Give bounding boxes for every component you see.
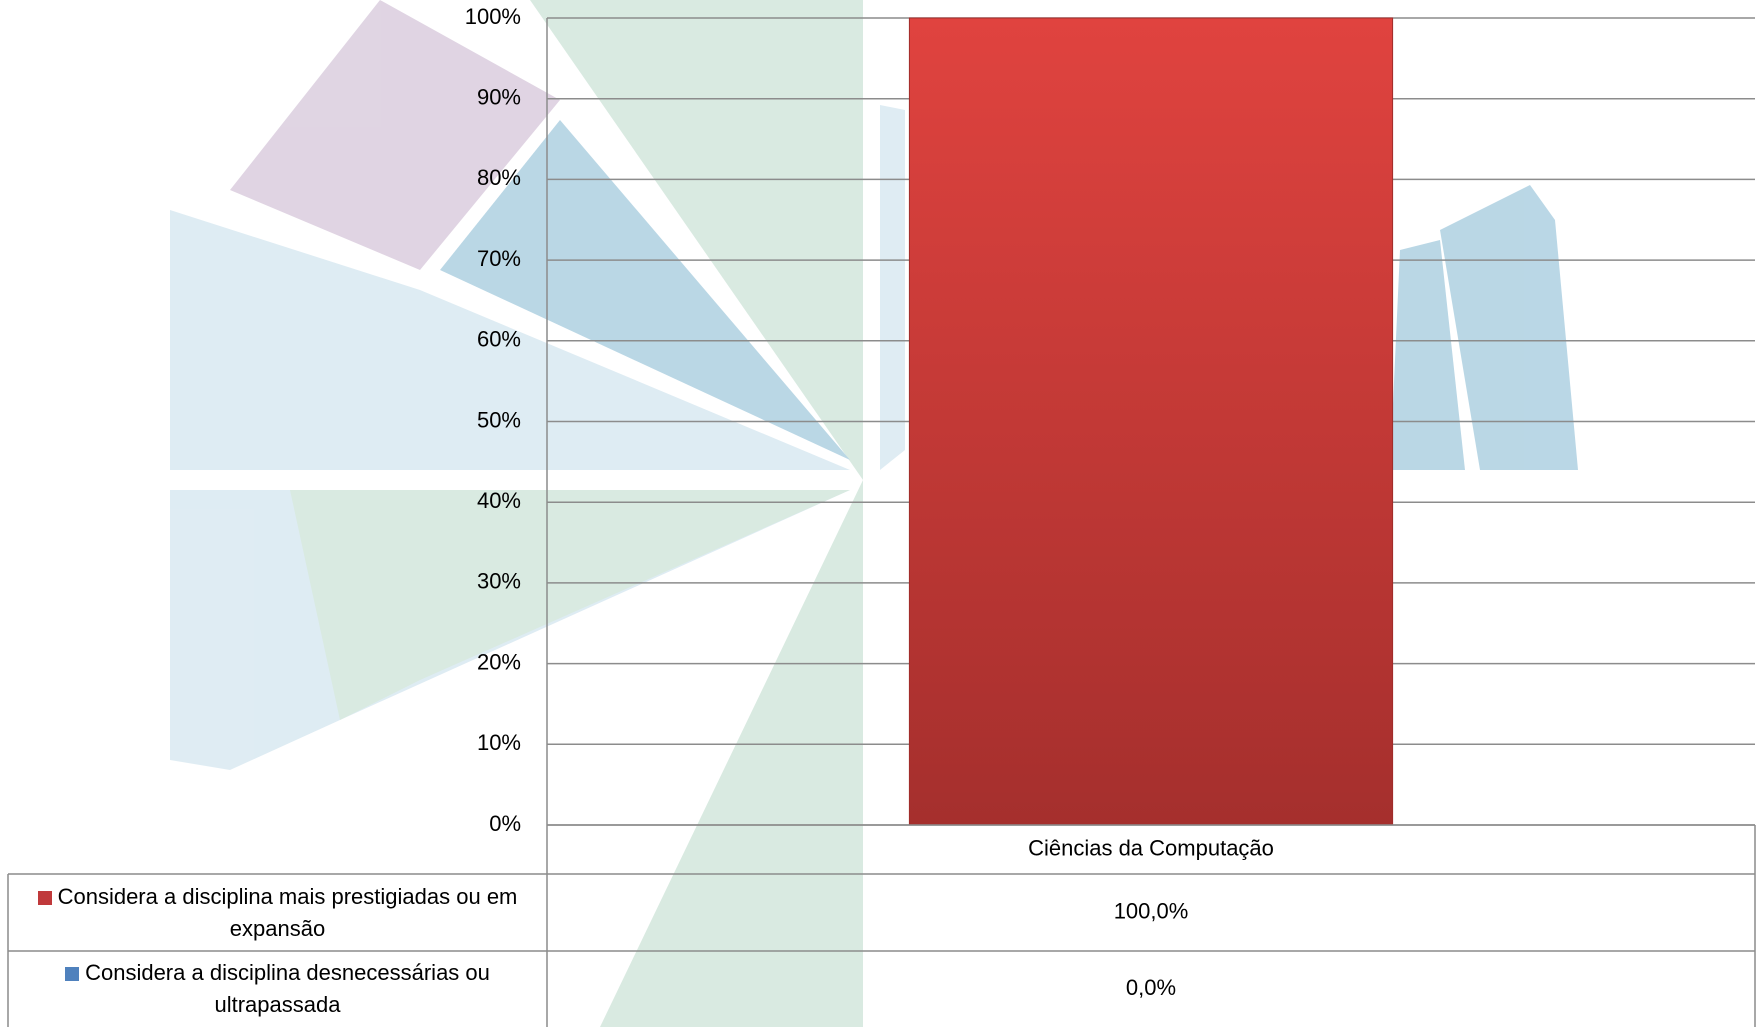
legend-content: Considera a disciplina desnecessárias ou… (8, 957, 547, 1021)
y-tick-label: 40% (477, 488, 521, 513)
y-tick-label: 70% (477, 246, 521, 271)
y-tick-label: 100% (465, 4, 521, 29)
legend-label: Considera a disciplina mais prestigiadas… (57, 883, 518, 941)
y-tick-label: 0% (489, 811, 521, 836)
legend-entry: Considera a disciplina desnecessárias ou… (8, 951, 547, 1027)
legend-swatch (65, 967, 80, 982)
y-tick-label: 90% (477, 85, 521, 110)
x-tick-label: Ciências da Computação (1028, 835, 1274, 860)
bar (908, 17, 1394, 826)
y-tick-label: 60% (477, 327, 521, 352)
y-tick-label: 20% (477, 649, 521, 674)
data-label: 100,0% (1114, 898, 1189, 923)
legend-content: Considera a disciplina mais prestigiadas… (8, 881, 547, 945)
y-tick-label: 30% (477, 569, 521, 594)
y-tick-label: 50% (477, 407, 521, 432)
legend-item: Considera a disciplina desnecessárias ou… (8, 951, 547, 1027)
y-tick-label: 10% (477, 730, 521, 755)
legend-label: Considera a disciplina desnecessárias ou… (85, 960, 490, 1017)
legend-entry: Considera a disciplina mais prestigiadas… (8, 874, 547, 951)
data-label: 0,0% (1126, 975, 1176, 1000)
watermark (170, 0, 1578, 1027)
legend-swatch (37, 890, 52, 905)
legend-item: Considera a disciplina mais prestigiadas… (8, 874, 547, 951)
y-tick-label: 80% (477, 165, 521, 190)
